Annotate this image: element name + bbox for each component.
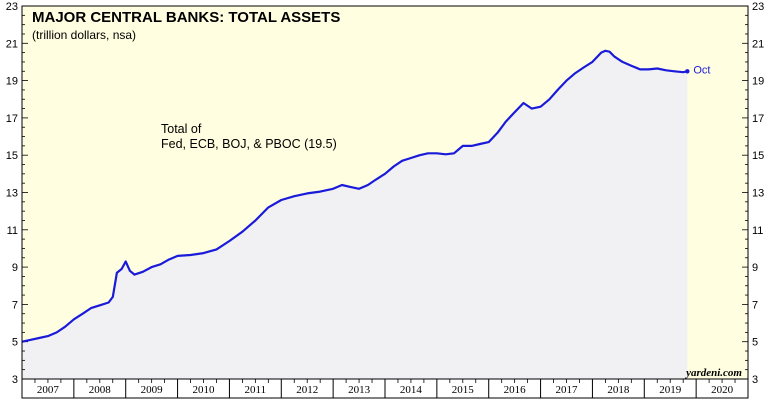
y-tick-label-left: 19 bbox=[6, 76, 18, 88]
y-tick-label-right: 19 bbox=[752, 76, 764, 88]
y-tick-label-left: 9 bbox=[12, 262, 18, 274]
x-tick-label: 2014 bbox=[400, 384, 423, 396]
y-tick-label-right: 23 bbox=[752, 1, 764, 13]
x-tick-label: 2016 bbox=[504, 384, 527, 396]
x-axis-labels: 2007 2008 2009 2010 2011 2012 2013 2014 2015 2016… bbox=[37, 384, 734, 396]
x-tick-label: 2007 bbox=[37, 384, 60, 396]
y-tick-label-right: 5 bbox=[752, 337, 758, 349]
x-tick-label: 2010 bbox=[193, 384, 216, 396]
x-tick-label: 2020 bbox=[711, 384, 734, 396]
y-tick-label-left: 15 bbox=[6, 150, 18, 162]
y-tick-label-right: 3 bbox=[752, 374, 758, 386]
y-tick-label-left: 21 bbox=[6, 38, 18, 50]
y-tick-label-left: 7 bbox=[12, 299, 18, 311]
x-tick-label: 2013 bbox=[348, 384, 371, 396]
y-tick-label-right: 15 bbox=[752, 150, 764, 162]
y-tick-label-right: 9 bbox=[752, 262, 758, 274]
x-tick-label: 2008 bbox=[89, 384, 112, 396]
y-tick-label-left: 3 bbox=[12, 374, 18, 386]
vertical-tick-marks bbox=[21, 379, 749, 398]
y-tick-label-right: 21 bbox=[752, 38, 764, 50]
y-tick-label-right: 11 bbox=[752, 225, 763, 237]
y-tick-label-right: 13 bbox=[752, 188, 764, 200]
x-tick-label: 2017 bbox=[556, 384, 579, 396]
credit-label: yardeni.com bbox=[684, 367, 742, 379]
series-end-label: Oct bbox=[693, 64, 710, 76]
x-tick-label: 2012 bbox=[296, 384, 318, 396]
x-tick-label: 2009 bbox=[141, 384, 164, 396]
y-tick-label-left: 11 bbox=[7, 225, 18, 237]
series-line bbox=[21, 49, 688, 343]
x-tick-label: 2018 bbox=[607, 384, 630, 396]
y-axis-ticks: 3 3 5 5 7 7 9 9 11 11 13 13 15 15 17 17 19 19 21 21 23 23 bbox=[6, 1, 765, 386]
annotation-line-2: Fed, ECB, BOJ, & PBOC (19.5) bbox=[161, 137, 337, 151]
y-tick-label-right: 7 bbox=[752, 299, 758, 311]
y-tick-label-right: 17 bbox=[752, 113, 764, 125]
series-end-marker bbox=[685, 69, 690, 74]
y-tick-label-left: 13 bbox=[6, 188, 18, 200]
y-tick-label-left: 17 bbox=[6, 113, 18, 125]
x-tick-label: 2015 bbox=[452, 384, 475, 396]
y-tick-label-left: 5 bbox=[12, 337, 18, 349]
y-tick-label-left: 23 bbox=[6, 1, 18, 13]
x-tick-label: 2011 bbox=[245, 384, 267, 396]
series-area-fill bbox=[22, 50, 688, 380]
chart-subtitle: (trillion dollars, nsa) bbox=[32, 28, 136, 42]
plot-frame bbox=[21, 5, 749, 399]
chart-title: MAJOR CENTRAL BANKS: TOTAL ASSETS bbox=[32, 9, 340, 26]
annotation-line-1: Total of bbox=[161, 122, 202, 136]
x-tick-label: 2019 bbox=[659, 384, 682, 396]
